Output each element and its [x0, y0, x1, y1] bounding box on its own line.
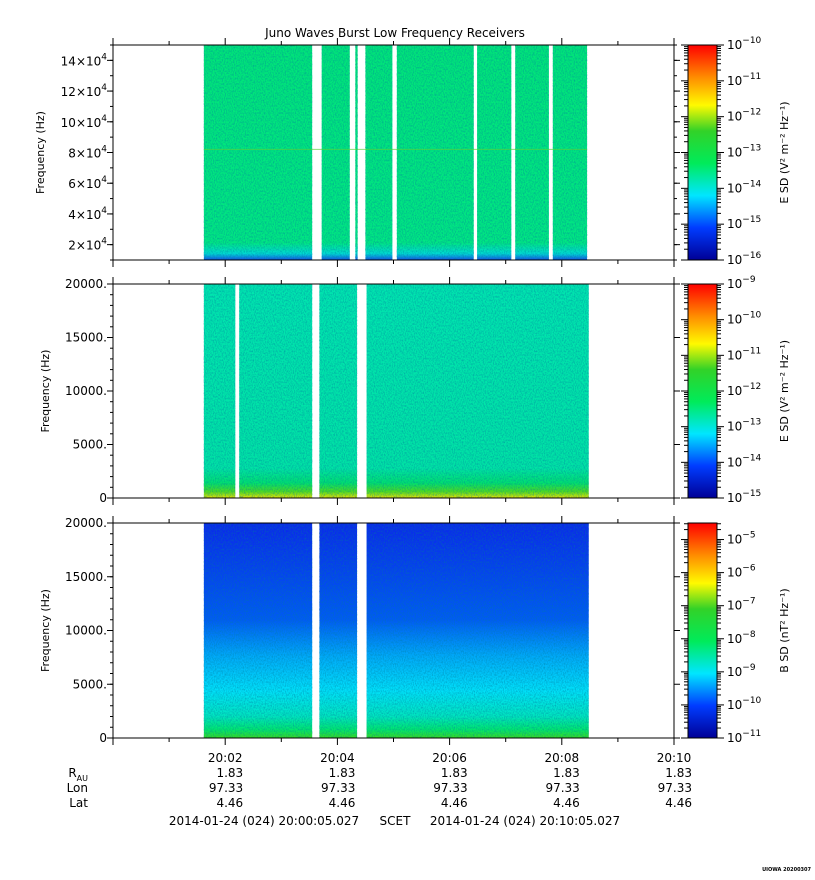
colorbar-tick-label: 10−15: [727, 215, 761, 231]
y-tick-label: 15000.: [65, 331, 107, 345]
colorbar-tick-label: 10−13: [727, 144, 761, 160]
ephemeris-value: 4.46: [441, 796, 468, 810]
ephemeris-value: 1.83: [441, 766, 468, 780]
footer-end-time: 2014-01-24 (024) 20:10:05.027: [430, 814, 620, 828]
x-tick-label: 20:08: [545, 751, 580, 765]
y-tick-label: 10×104: [61, 114, 108, 130]
y-tick-label: 15000.: [65, 570, 107, 584]
spectrogram-texture: [203, 284, 236, 498]
colorbar-tick-label: 10−8: [727, 630, 756, 646]
ephemeris-value: 4.46: [665, 796, 692, 810]
ephemeris-value: 4.46: [553, 796, 580, 810]
colorbar-tick-label: 10−10: [727, 696, 762, 712]
y-tick-label: 6×104: [68, 175, 107, 191]
y-tick-label: 10000.: [65, 624, 107, 638]
colorbar-tick-label: 10−5: [727, 531, 756, 547]
ephemeris-value: 1.83: [216, 766, 243, 780]
plot-frame: [112, 44, 675, 261]
spectrogram-texture: [365, 45, 393, 260]
colorbar-tick-label: 10−10: [727, 36, 762, 52]
ephemeris-value: 97.33: [321, 781, 355, 795]
colorbar-tick-label: 10−7: [727, 597, 756, 613]
spectrogram-texture: [477, 45, 512, 260]
panel-2: 0 5000. 10000. 15000. 20000. Frequency (Hz) 10…: [39, 275, 791, 505]
footer-start-time: 2014-01-24 (024) 20:00:05.027: [169, 814, 359, 828]
panel-1: 2×104 4×104 6×104 8×104 10×104 12×104 14×104 Fr…: [34, 36, 791, 267]
colorbar-tick-label: 10−11: [727, 346, 761, 362]
y-axis-label: Frequency (Hz): [39, 589, 52, 672]
y-axis-label: Frequency (Hz): [39, 350, 52, 433]
colorbar-tick-label: 10−9: [727, 275, 756, 291]
colorbar-tick-label: 10−6: [727, 564, 756, 580]
colorbar-tick-label: 10−13: [727, 418, 761, 434]
y-axis-label: Frequency (Hz): [34, 111, 47, 194]
spectrogram-texture: [355, 45, 358, 260]
colorbar: [687, 283, 718, 499]
ephemeris-value: 97.33: [209, 781, 243, 795]
footer-scet: SCET: [380, 814, 412, 828]
colorbar-tick-label: 10−15: [727, 489, 761, 505]
colorbar-tick-label: 10−10: [727, 311, 762, 327]
ephemeris-value: 4.46: [329, 796, 356, 810]
y-tick-label: 4×104: [68, 206, 107, 222]
ephemeris-value: 1.83: [665, 766, 692, 780]
colorbar-tick-label: 10−11: [727, 729, 761, 745]
y-tick-label: 0: [99, 731, 107, 745]
colorbar-tick-label: 10−11: [727, 72, 761, 88]
x-tick-label: 20:02: [208, 751, 243, 765]
chart-title: Juno Waves Burst Low Frequency Receivers: [264, 26, 525, 40]
y-tick-label: 12×104: [61, 83, 108, 99]
colorbar-tick-label: 10−12: [727, 108, 761, 124]
y-tick-label: 20000.: [65, 277, 107, 291]
y-tick-label: 14×104: [61, 52, 108, 68]
colorbar: [687, 44, 718, 261]
spectrogram-texture: [203, 523, 313, 738]
colorbar: [687, 522, 718, 739]
version-stamp: UIOWA 20200307: [762, 867, 811, 873]
x-tick-label: 20:04: [320, 751, 355, 765]
spectrogram-texture: [366, 523, 589, 738]
spectrogram-texture: [239, 284, 313, 498]
ephemeris-label: Lat: [69, 796, 88, 810]
colorbar-tick-label: 10−16: [727, 251, 762, 267]
y-tick-label: 5000.: [73, 438, 107, 452]
colorbar-tick-label: 10−14: [727, 453, 762, 469]
ephemeris-value: 1.83: [553, 766, 580, 780]
spectrogram-texture: [552, 45, 588, 260]
ephemeris-value: 97.33: [545, 781, 579, 795]
y-tick-label: 2×104: [68, 237, 107, 253]
ephemeris-value: 4.46: [216, 796, 243, 810]
y-tick-label: 5000.: [73, 677, 107, 691]
ephemeris-value: 97.33: [433, 781, 467, 795]
colorbar-label: E SD (V² m⁻² Hz⁻¹): [778, 101, 791, 203]
ephemeris-value: 1.83: [329, 766, 356, 780]
spectrogram-texture: [319, 523, 358, 738]
y-tick-label: 8×104: [68, 145, 107, 161]
spectrogram-texture: [515, 45, 549, 260]
y-tick-label: 10000.: [65, 384, 107, 398]
spectrogram-texture: [366, 284, 589, 498]
y-tick-label: 0: [99, 491, 107, 505]
panel-3: 0 5000. 10000. 15000. 20000. Frequency (Hz) 10…: [39, 516, 791, 745]
colorbar-tick-label: 10−12: [727, 382, 761, 398]
spectrogram-texture: [319, 284, 358, 498]
colorbar-label: E SD (V² m⁻² Hz⁻¹): [778, 340, 791, 442]
ephemeris-label: Lon: [67, 781, 88, 795]
x-tick-label: 20:10: [657, 751, 692, 765]
y-tick-label: 20000.: [65, 516, 107, 530]
colorbar-tick-label: 10−14: [727, 179, 762, 195]
spectrogram-texture: [321, 45, 350, 260]
x-tick-label: 20:06: [432, 751, 467, 765]
spectrogram-texture: [396, 45, 474, 260]
ephemeris-value: 97.33: [658, 781, 692, 795]
colorbar-tick-label: 10−9: [727, 663, 756, 679]
spectrogram-texture: [203, 45, 313, 260]
colorbar-label: B SD (nT² Hz⁻¹): [778, 588, 791, 672]
